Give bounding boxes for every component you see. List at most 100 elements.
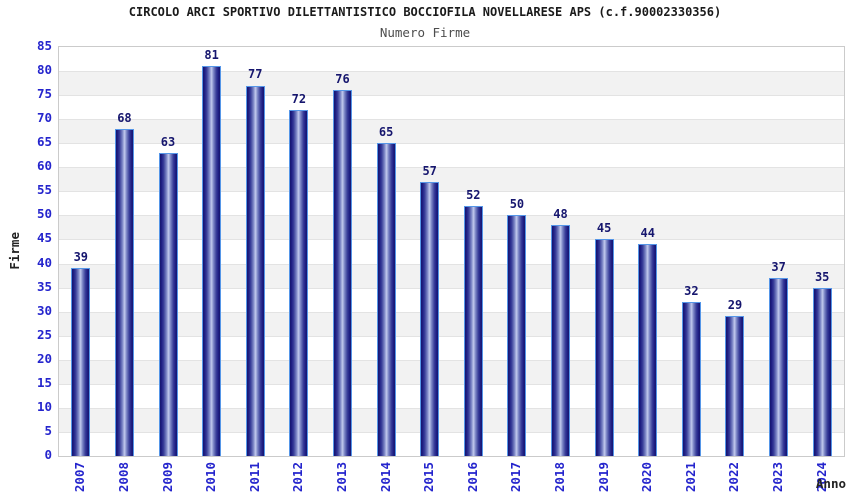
plot-band bbox=[59, 359, 844, 384]
bar-value-label: 68 bbox=[117, 110, 132, 125]
x-tick-label: 2017 bbox=[494, 462, 538, 500]
bar-value-label: 48 bbox=[553, 207, 568, 222]
bar bbox=[812, 287, 832, 456]
bar bbox=[71, 268, 91, 456]
bar-value-label: 72 bbox=[291, 91, 307, 106]
bar-value-label: 50 bbox=[509, 197, 525, 212]
y-tick-label: 0 bbox=[44, 447, 52, 462]
x-tick-label-text: 2012 bbox=[290, 462, 306, 493]
bar bbox=[725, 316, 745, 456]
gridline bbox=[59, 407, 844, 409]
y-axis: 0 5 10 15 20 25 30 35 40 45 50 55 60 65 70 75 80 85 bbox=[0, 39, 52, 462]
bar-value-label: 37 bbox=[771, 259, 786, 274]
y-tick-label: 45 bbox=[36, 230, 52, 246]
bar-value-label: 77 bbox=[248, 67, 263, 82]
plot-band bbox=[59, 383, 844, 408]
x-tick-label: 2007 bbox=[58, 462, 102, 500]
x-tick-label-text: 2023 bbox=[770, 462, 786, 493]
y-tick-label: 5 bbox=[44, 422, 52, 438]
bar bbox=[289, 109, 309, 456]
x-tick-label-text: 2015 bbox=[421, 462, 437, 493]
bar bbox=[158, 152, 178, 456]
bar bbox=[638, 244, 658, 456]
plot-band bbox=[59, 119, 844, 144]
plot-band bbox=[59, 167, 844, 192]
gridline bbox=[59, 71, 844, 73]
x-tick-label: 2022 bbox=[712, 462, 756, 500]
x-tick-label: 2021 bbox=[669, 462, 713, 500]
gridline bbox=[59, 431, 844, 433]
bar-value-label: 65 bbox=[378, 125, 394, 140]
gridline bbox=[59, 119, 844, 121]
y-tick-label: 10 bbox=[36, 398, 52, 414]
plot-band bbox=[59, 431, 844, 456]
gridline bbox=[59, 215, 844, 217]
x-tick-label-text: 2022 bbox=[726, 462, 742, 493]
bar-value-label: 29 bbox=[727, 298, 743, 313]
gridline bbox=[59, 143, 844, 145]
bar bbox=[245, 85, 265, 456]
y-tick-label: 75 bbox=[36, 86, 52, 102]
bar bbox=[681, 302, 701, 456]
gridline bbox=[59, 191, 844, 193]
x-tick-label: 2013 bbox=[320, 462, 364, 500]
gridline bbox=[59, 359, 844, 361]
y-tick-label: 25 bbox=[36, 326, 52, 342]
bar bbox=[114, 128, 134, 456]
x-axis: 2007 2008 2009 2010 2011 2012 2013 2014 2015 2016… bbox=[58, 462, 843, 500]
x-tick-label: 2012 bbox=[276, 462, 320, 500]
x-tick-label-text: 2013 bbox=[333, 462, 349, 493]
gridline bbox=[59, 167, 844, 169]
x-tick-label: 2020 bbox=[625, 462, 669, 500]
x-tick-label: 2015 bbox=[407, 462, 451, 500]
x-tick-label-text: 2018 bbox=[552, 462, 568, 493]
bar-value-label: 44 bbox=[640, 226, 655, 241]
x-tick-label-text: 2011 bbox=[246, 462, 262, 493]
gridline bbox=[59, 335, 844, 337]
bar bbox=[202, 66, 222, 456]
plot-band bbox=[59, 191, 844, 216]
bar bbox=[376, 143, 396, 456]
gridline bbox=[59, 311, 844, 313]
x-tick-label-text: 2016 bbox=[464, 462, 480, 493]
bar bbox=[551, 225, 571, 456]
x-tick-label-text: 2014 bbox=[377, 462, 393, 493]
plot-band bbox=[59, 95, 844, 120]
bar-value-label: 63 bbox=[160, 134, 176, 149]
x-tick-label-text: 2020 bbox=[639, 462, 655, 493]
plot-band bbox=[59, 143, 844, 168]
y-tick-label: 35 bbox=[36, 278, 52, 294]
x-tick-label-text: 2007 bbox=[72, 462, 88, 493]
bar bbox=[769, 277, 789, 456]
x-tick-label: 2008 bbox=[102, 462, 146, 500]
x-tick-label: 2010 bbox=[189, 462, 233, 500]
plot-area: 39 68 63 81 77 72 76 65 57 52 50 48 45 44 32 29 37 35 bbox=[58, 46, 845, 457]
x-tick-label: 2023 bbox=[756, 462, 800, 500]
bar bbox=[332, 90, 352, 456]
bar-value-label: 52 bbox=[466, 187, 481, 202]
x-tick-label-text: 2019 bbox=[595, 462, 611, 493]
y-tick-label: 60 bbox=[36, 158, 52, 174]
plot-band bbox=[59, 407, 844, 432]
plot-band bbox=[59, 335, 844, 360]
y-tick-label: 70 bbox=[36, 110, 52, 126]
bar-value-label: 81 bbox=[204, 48, 219, 63]
bar-value-label: 39 bbox=[73, 250, 89, 265]
y-tick-label: 65 bbox=[36, 134, 52, 150]
gridline bbox=[59, 383, 844, 385]
bar-value-label: 57 bbox=[422, 163, 437, 178]
y-tick-label: 80 bbox=[36, 62, 52, 78]
plot-band bbox=[59, 215, 844, 240]
gridline bbox=[59, 95, 844, 97]
bar bbox=[594, 239, 614, 456]
gridline bbox=[59, 263, 844, 265]
bar-value-label: 32 bbox=[684, 284, 699, 299]
x-tick-label-text: 2008 bbox=[115, 462, 131, 493]
plot-band bbox=[59, 311, 844, 336]
bar-value-label: 76 bbox=[335, 72, 350, 87]
y-tick-label: 20 bbox=[36, 350, 52, 366]
x-tick-label: 2018 bbox=[538, 462, 582, 500]
bar-value-label: 35 bbox=[814, 269, 830, 284]
x-tick-label-text: 2017 bbox=[508, 462, 524, 493]
